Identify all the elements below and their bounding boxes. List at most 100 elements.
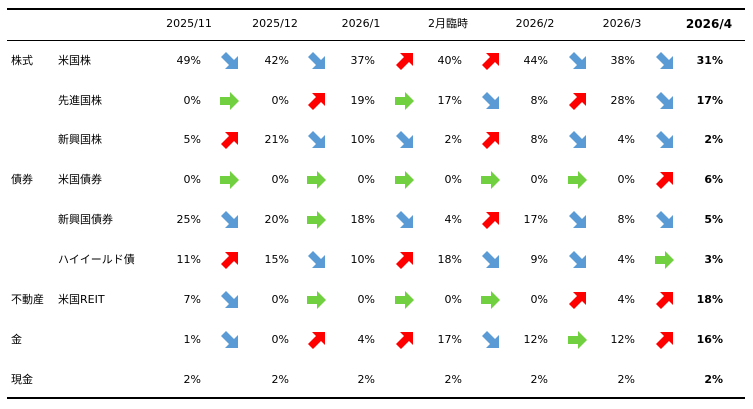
- arrow-up-right-icon: [569, 292, 586, 309]
- allocation-value: 5%: [704, 213, 723, 226]
- arrow-down-right-icon: [308, 52, 325, 69]
- allocation-value: 11%: [176, 253, 201, 266]
- arrow-right-icon: [395, 92, 414, 110]
- arrow-up-right-icon: [482, 53, 499, 70]
- arrow-down-right-icon: [308, 131, 325, 148]
- allocation-value: 2%: [617, 373, 635, 386]
- allocation-value: 18%: [437, 253, 462, 266]
- allocation-value: 0%: [271, 173, 289, 186]
- allocation-value: 0%: [617, 173, 635, 186]
- arrow-right-icon: [220, 171, 239, 189]
- column-header: 2025/11: [166, 17, 212, 30]
- allocation-value: 40%: [437, 54, 462, 67]
- asset-label: 新興国株: [58, 133, 102, 146]
- asset-label: 米国債券: [58, 173, 102, 186]
- arrow-right-icon: [655, 251, 674, 269]
- arrow-right-icon: [220, 92, 239, 110]
- allocation-value: 16%: [696, 333, 723, 346]
- allocation-value: 42%: [264, 54, 289, 67]
- top-rule: [7, 8, 745, 10]
- allocation-value: 1%: [183, 333, 201, 346]
- arrow-up-right-icon: [482, 132, 499, 149]
- arrow-up-right-icon: [221, 252, 238, 269]
- allocation-value: 17%: [523, 213, 548, 226]
- allocation-value: 2%: [444, 373, 462, 386]
- allocation-value: 28%: [610, 94, 635, 107]
- arrow-up-right-icon: [396, 332, 413, 349]
- allocation-value: 9%: [530, 253, 548, 266]
- allocation-value: 5%: [183, 133, 201, 146]
- arrow-up-right-icon: [396, 252, 413, 269]
- allocation-value: 0%: [183, 173, 201, 186]
- asset-label: 米国株: [58, 54, 91, 67]
- arrow-up-right-icon: [569, 93, 586, 110]
- arrow-up-right-icon: [308, 93, 325, 110]
- allocation-value: 17%: [437, 94, 462, 107]
- arrow-right-icon: [307, 211, 326, 229]
- arrow-down-right-icon: [482, 251, 499, 268]
- column-header: 2026/2: [515, 17, 555, 30]
- allocation-value: 21%: [264, 133, 289, 146]
- arrow-right-icon: [568, 171, 587, 189]
- allocation-value: 8%: [530, 133, 548, 146]
- allocation-value: 0%: [357, 293, 375, 306]
- allocation-value: 8%: [617, 213, 635, 226]
- allocation-value: 12%: [523, 333, 548, 346]
- allocation-value: 38%: [610, 54, 635, 67]
- allocation-value: 4%: [617, 133, 635, 146]
- allocation-value: 0%: [444, 293, 462, 306]
- column-header: 2025/12: [252, 17, 298, 30]
- allocation-value: 10%: [350, 253, 375, 266]
- allocation-value: 4%: [357, 333, 375, 346]
- allocation-value: 0%: [271, 333, 289, 346]
- allocation-value: 0%: [183, 94, 201, 107]
- allocation-value: 31%: [696, 54, 723, 67]
- allocation-value: 2%: [444, 133, 462, 146]
- allocation-value: 4%: [444, 213, 462, 226]
- category-label: 現金: [11, 373, 33, 386]
- arrow-down-right-icon: [221, 331, 238, 348]
- arrow-down-right-icon: [656, 131, 673, 148]
- arrow-down-right-icon: [656, 211, 673, 228]
- allocation-value: 19%: [350, 94, 375, 107]
- allocation-value: 49%: [176, 54, 201, 67]
- allocation-value: 4%: [617, 253, 635, 266]
- category-label: 不動産: [11, 293, 44, 306]
- bottom-rule: [7, 397, 745, 399]
- column-header: 2026/1: [341, 17, 381, 30]
- allocation-value: 37%: [350, 54, 375, 67]
- arrow-up-right-icon: [221, 132, 238, 149]
- allocation-value: 10%: [350, 133, 375, 146]
- allocation-value: 17%: [437, 333, 462, 346]
- arrow-down-right-icon: [221, 52, 238, 69]
- allocation-value: 44%: [523, 54, 548, 67]
- allocation-value: 15%: [264, 253, 289, 266]
- allocation-value: 0%: [444, 173, 462, 186]
- arrow-right-icon: [481, 171, 500, 189]
- allocation-value: 2%: [271, 373, 289, 386]
- column-header: 2026/4: [685, 17, 733, 31]
- asset-label: ハイイールド債: [58, 253, 135, 266]
- column-header: 2月臨時: [428, 17, 468, 30]
- arrow-down-right-icon: [656, 52, 673, 69]
- allocation-value: 2%: [357, 373, 375, 386]
- allocation-value: 0%: [530, 173, 548, 186]
- allocation-value: 12%: [610, 333, 635, 346]
- arrow-right-icon: [395, 171, 414, 189]
- allocation-value: 7%: [183, 293, 201, 306]
- arrow-right-icon: [481, 291, 500, 309]
- asset-label: 新興国債券: [58, 213, 113, 226]
- allocation-value: 2%: [530, 373, 548, 386]
- arrow-down-right-icon: [569, 52, 586, 69]
- category-label: 株式: [11, 54, 33, 67]
- arrow-down-right-icon: [482, 331, 499, 348]
- arrow-right-icon: [307, 171, 326, 189]
- arrow-down-right-icon: [308, 251, 325, 268]
- allocation-value: 20%: [264, 213, 289, 226]
- category-label: 債券: [11, 173, 33, 186]
- asset-label: 米国REIT: [58, 293, 105, 306]
- arrow-up-right-icon: [308, 332, 325, 349]
- arrow-right-icon: [307, 291, 326, 309]
- arrow-up-right-icon: [396, 53, 413, 70]
